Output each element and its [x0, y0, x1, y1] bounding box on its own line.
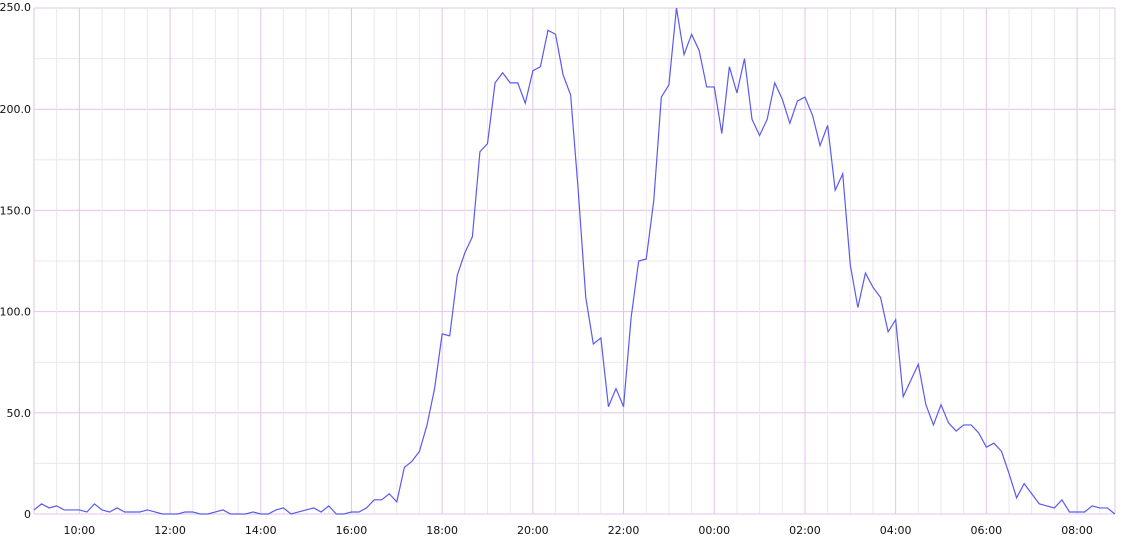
x-tick-label: 00:00 — [698, 524, 730, 537]
y-tick-label: 150.0 — [0, 204, 31, 217]
y-tick-label: 0 — [24, 508, 31, 521]
x-tick-label: 02:00 — [789, 524, 821, 537]
x-tick-label: 10:00 — [63, 524, 95, 537]
x-tick-label: 18:00 — [426, 524, 458, 537]
x-tick-label: 08:00 — [1061, 524, 1093, 537]
y-tick-label: 200.0 — [0, 103, 31, 116]
series-layer — [33, 7, 1116, 515]
x-tick-label: 14:00 — [245, 524, 277, 537]
y-tick-label: 100.0 — [0, 306, 31, 319]
x-tick-label: 22:00 — [608, 524, 640, 537]
grid — [33, 7, 1115, 515]
series-line — [33, 7, 1116, 515]
x-tick-label: 16:00 — [336, 524, 368, 537]
axes — [33, 8, 1116, 515]
x-tick-label: 20:00 — [517, 524, 549, 537]
y-tick-label: 50.0 — [7, 407, 32, 420]
x-tick-label: 04:00 — [880, 524, 912, 537]
x-tick-label: 06:00 — [970, 524, 1002, 537]
y-tick-label: 250.0 — [0, 1, 31, 14]
tick-labels: 0 50.0 100.0 150.0 200.0 250.0 10:00 12:00 14:00… — [0, 1, 1093, 537]
x-tick-label: 12:00 — [154, 524, 186, 537]
